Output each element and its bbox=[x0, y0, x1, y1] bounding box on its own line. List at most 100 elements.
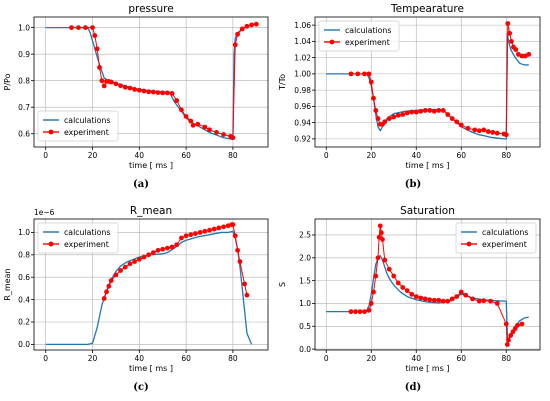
chart-panel-0: pressure 0 20 40 60 80 0.6 0.7 0.8 0.9 1.0 time [ m… bbox=[3, 3, 269, 190]
y-tick-label: 1.0 bbox=[18, 23, 30, 32]
data-point bbox=[516, 51, 521, 57]
data-point bbox=[174, 242, 180, 248]
data-point bbox=[118, 83, 123, 89]
data-point bbox=[431, 297, 437, 303]
data-point bbox=[235, 31, 240, 37]
data-point bbox=[113, 81, 119, 87]
data-point bbox=[380, 237, 385, 242]
data-point bbox=[505, 21, 511, 26]
data-point bbox=[83, 25, 88, 31]
data-point bbox=[164, 245, 170, 251]
legend-box bbox=[37, 222, 119, 254]
data-point bbox=[391, 273, 397, 279]
y-tick-label: 0.96 bbox=[294, 102, 311, 111]
data-point bbox=[106, 283, 112, 289]
legend: calculations experiment bbox=[318, 20, 400, 52]
data-point bbox=[465, 125, 471, 131]
x-axis-label: time [ ms ] bbox=[406, 364, 450, 373]
data-point bbox=[375, 255, 381, 261]
data-point bbox=[146, 89, 152, 95]
data-point bbox=[99, 78, 105, 84]
chart-title: Tempearature bbox=[390, 3, 464, 15]
data-point bbox=[386, 266, 392, 272]
axis-offset-text: 1e−6 bbox=[34, 208, 55, 217]
data-point bbox=[164, 90, 170, 96]
x-tick-label: 80 bbox=[228, 151, 238, 160]
data-point bbox=[413, 294, 419, 299]
y-tick-label: 1.04 bbox=[294, 37, 311, 46]
data-point bbox=[463, 292, 469, 298]
data-point bbox=[404, 288, 410, 294]
data-point bbox=[108, 79, 114, 85]
data-point bbox=[395, 280, 401, 286]
data-point bbox=[188, 118, 194, 124]
data-point bbox=[488, 298, 493, 304]
y-tick-label: 0.98 bbox=[294, 86, 311, 95]
data-point bbox=[101, 83, 107, 89]
data-point bbox=[108, 278, 114, 283]
data-point bbox=[378, 230, 384, 236]
x-tick-label: 0 bbox=[324, 354, 329, 363]
data-point bbox=[458, 122, 464, 128]
x-tick-label: 60 bbox=[181, 354, 191, 363]
data-point bbox=[413, 109, 419, 115]
data-point bbox=[368, 301, 374, 306]
x-tick-label: 40 bbox=[411, 354, 421, 363]
x-axis-label: time [ ms ] bbox=[406, 161, 450, 170]
data-point bbox=[69, 25, 74, 31]
data-point bbox=[519, 321, 525, 327]
data-point bbox=[427, 108, 433, 113]
x-axis-label: time [ ms ] bbox=[129, 161, 173, 170]
data-point bbox=[454, 294, 460, 299]
data-point bbox=[436, 108, 442, 113]
data-point bbox=[440, 108, 446, 113]
legend-box bbox=[37, 110, 119, 142]
data-point bbox=[404, 110, 410, 116]
plot-frame bbox=[314, 218, 541, 351]
data-point bbox=[237, 259, 243, 264]
data-point bbox=[183, 114, 189, 119]
data-point bbox=[373, 108, 379, 113]
data-point bbox=[244, 292, 250, 298]
data-point bbox=[169, 91, 175, 96]
data-point bbox=[355, 71, 361, 77]
y-tick-label: 2.5 bbox=[299, 231, 311, 240]
data-point bbox=[422, 296, 428, 302]
data-point bbox=[150, 250, 156, 255]
legend-label: calculations bbox=[64, 228, 110, 237]
data-point bbox=[232, 42, 238, 48]
data-point bbox=[174, 98, 180, 103]
data-point bbox=[513, 47, 519, 52]
data-point bbox=[136, 256, 142, 262]
y-tick-label: 0.6 bbox=[18, 129, 30, 138]
y-axis-label: T/To bbox=[278, 74, 287, 91]
y-tick-label: 0.94 bbox=[294, 118, 311, 127]
legend-label: experiment bbox=[345, 38, 390, 47]
y-tick-label: 0.0 bbox=[299, 345, 311, 354]
data-point bbox=[409, 109, 415, 115]
data-point bbox=[136, 87, 142, 93]
data-point bbox=[221, 224, 226, 230]
legend-label: calculations bbox=[345, 26, 391, 35]
data-point bbox=[214, 130, 219, 135]
series-line-experiment bbox=[103, 224, 248, 299]
x-tick-label: 60 bbox=[456, 151, 466, 160]
data-point bbox=[235, 247, 240, 253]
data-point bbox=[132, 259, 138, 264]
data-point bbox=[92, 33, 98, 38]
data-point bbox=[371, 95, 376, 101]
data-point bbox=[253, 21, 259, 27]
legend-box bbox=[318, 20, 400, 52]
data-point bbox=[179, 107, 184, 113]
data-point bbox=[431, 108, 437, 114]
legend-label: calculations bbox=[64, 116, 110, 125]
data-point bbox=[373, 273, 379, 279]
legend: calculations experiment bbox=[37, 110, 119, 142]
plot-frame bbox=[33, 16, 269, 148]
data-point bbox=[104, 289, 109, 295]
x-tick-label: 20 bbox=[366, 151, 376, 160]
data-point bbox=[348, 309, 354, 315]
data-point bbox=[382, 119, 388, 125]
data-point bbox=[481, 298, 487, 304]
data-point bbox=[376, 234, 382, 240]
